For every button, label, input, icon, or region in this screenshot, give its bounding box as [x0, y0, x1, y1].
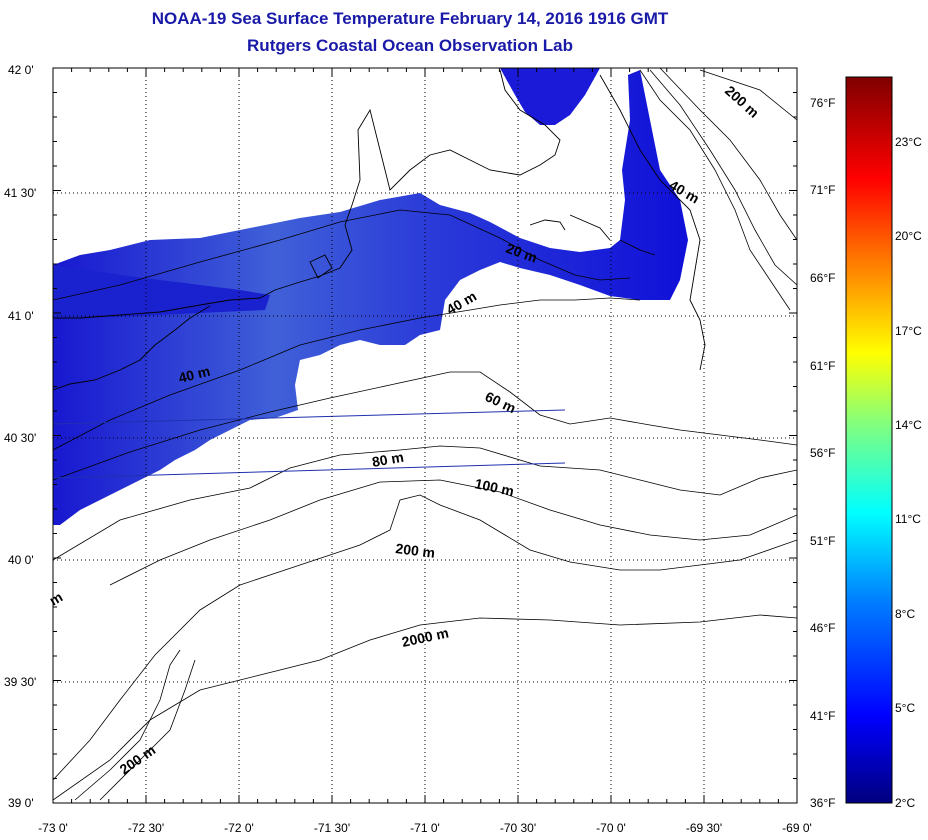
- contour-label: m: [47, 589, 66, 609]
- f-label: 76°F: [810, 96, 835, 110]
- sst-field: [53, 68, 688, 525]
- longitude-labels: -73 0' -72 30' -72 0' -71 30' -71 0' -70…: [38, 821, 812, 835]
- c-label: 23°C: [895, 135, 922, 149]
- contour-label: 100 m: [473, 475, 515, 499]
- contour-label: 2000 m: [400, 624, 450, 650]
- contour-label: 80 m: [371, 449, 405, 470]
- c-label: 2°C: [895, 796, 915, 810]
- map-subtitle: Rutgers Coastal Ocean Observation Lab: [247, 36, 573, 55]
- colorbar-fahrenheit-labels: 76°F 71°F 66°F 61°F 56°F 51°F 46°F 41°F …: [810, 96, 835, 810]
- f-label: 46°F: [810, 621, 835, 635]
- lon-label: -72 0': [224, 821, 254, 835]
- bathymetry-contours: [53, 68, 797, 801]
- lat-label: 40 0': [8, 553, 34, 567]
- c-label: 17°C: [895, 324, 922, 338]
- lat-label: 41 0': [8, 309, 34, 323]
- lon-label: -69 30': [686, 821, 722, 835]
- latitude-labels: 42 0' 41 30' 41 0' 40 30' 40 0' 39 30' 3…: [4, 63, 36, 810]
- f-label: 51°F: [810, 534, 835, 548]
- lat-label: 41 30': [4, 186, 36, 200]
- f-label: 41°F: [810, 709, 835, 723]
- lon-label: -71 0': [410, 821, 440, 835]
- lon-label: -70 0': [596, 821, 626, 835]
- lat-label: 39 0': [8, 796, 34, 810]
- lon-label: -73 0': [38, 821, 68, 835]
- f-label: 61°F: [810, 359, 835, 373]
- coastline: [53, 69, 706, 391]
- lat-label: 40 30': [4, 431, 36, 445]
- lon-label: -71 30': [314, 821, 350, 835]
- track-lines: [53, 409, 566, 479]
- f-label: 71°F: [810, 183, 835, 197]
- contour-label: 200 m: [395, 540, 436, 561]
- lon-label: -70 30': [500, 821, 536, 835]
- lat-label: 39 30': [4, 675, 36, 689]
- f-label: 56°F: [810, 446, 835, 460]
- lon-label: -69 0': [782, 821, 812, 835]
- c-label: 8°C: [895, 607, 915, 621]
- c-label: 14°C: [895, 418, 922, 432]
- map-title: NOAA-19 Sea Surface Temperature February…: [151, 9, 669, 28]
- contour-label: 40 m: [177, 363, 212, 386]
- c-label: 20°C: [895, 229, 922, 243]
- f-label: 66°F: [810, 271, 835, 285]
- c-label: 11°C: [895, 512, 921, 526]
- graticule: [53, 68, 797, 803]
- lon-label: -72 30': [128, 821, 164, 835]
- c-label: 5°C: [895, 701, 915, 715]
- lat-label: 42 0': [8, 63, 34, 77]
- colorbar-celsius-labels: 23°C 20°C 17°C 14°C 11°C 8°C 5°C 2°C: [895, 135, 922, 810]
- f-label: 36°F: [810, 796, 835, 810]
- colorbar: [845, 76, 893, 804]
- contour-label: 200 m: [722, 82, 762, 120]
- axis-ticks: [52, 67, 798, 804]
